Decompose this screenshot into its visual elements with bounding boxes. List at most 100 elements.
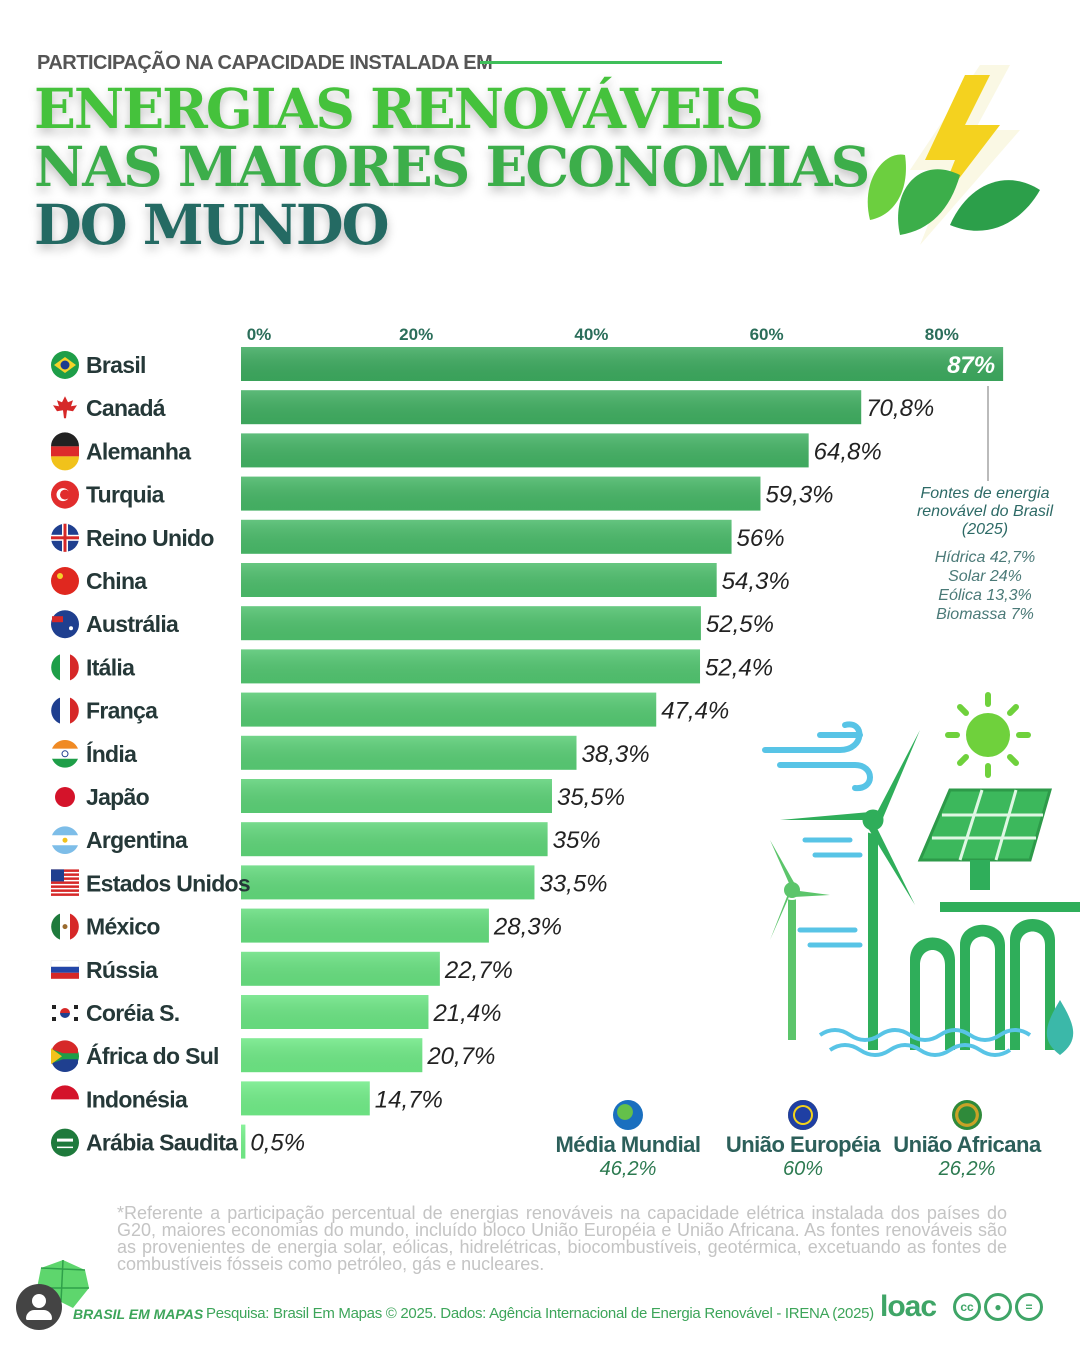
data-label: 64,8% [814, 438, 882, 465]
indonesia-flag-icon [51, 1085, 79, 1100]
data-label: 38,3% [582, 741, 650, 768]
source-item: Eólica 13,3% [938, 587, 1032, 604]
reference-name: União Africana [893, 1132, 1041, 1157]
category-label: Itália [86, 654, 135, 680]
bar-sheen [241, 1038, 423, 1073]
creative-commons-badge: cc ● = [953, 1293, 1043, 1321]
category-label: Estados Unidos [86, 870, 250, 896]
title-line-2: NAS MAIORES ECONOMIAS [34, 134, 870, 199]
bar-sheen [241, 735, 577, 770]
bar-sheen [241, 519, 732, 554]
eu-flag-icon [788, 1100, 818, 1130]
reference-name: Média Mundial [555, 1132, 701, 1157]
category-label: Brasil [86, 352, 146, 378]
category-label: Alemanha [86, 438, 191, 464]
data-label: 54,3% [722, 568, 790, 595]
page-title: ENERGIAS RENOVÁVEIS NAS MAIORES ECONOMIA… [34, 80, 870, 257]
data-label: 28,3% [493, 914, 562, 941]
category-label: Rússia [86, 957, 158, 983]
category-label: Canadá [86, 395, 166, 421]
category-label: Indonésia [86, 1086, 188, 1112]
japan-flag-icon [55, 787, 75, 807]
x-tick-label: 40% [574, 325, 608, 344]
brazil-note-connector [987, 386, 989, 481]
data-label: 20,7% [426, 1043, 495, 1070]
reference-value: 46,2% [599, 1158, 657, 1180]
data-label: 35,5% [557, 784, 625, 811]
bar-sheen [241, 649, 701, 684]
data-label: 59,3% [765, 482, 833, 509]
russia-flag-icon [50, 960, 80, 979]
data-label: 52,4% [705, 654, 773, 681]
data-label: 21,4% [432, 1000, 501, 1027]
brazil-flag-icon [51, 351, 79, 379]
data-label: 70,8% [866, 395, 934, 422]
uk-flag-icon [51, 523, 79, 552]
category-label: Reino Unido [86, 525, 214, 551]
france-flag-icon [51, 697, 79, 724]
bar-sheen [241, 995, 429, 1029]
data-label: 14,7% [375, 1086, 443, 1113]
source-item: Biomassa 7% [936, 606, 1034, 623]
italy-flag-icon [51, 654, 79, 681]
brazil-note-title: Fontes de energia renovável do Brasil (2… [916, 485, 1054, 538]
canada-flag-icon [53, 396, 77, 419]
bar-sheen [241, 951, 440, 986]
bar-sheen [241, 476, 761, 511]
cc-icon: cc [953, 1293, 981, 1321]
south-africa-flag-icon [51, 1040, 79, 1073]
category-label: China [86, 568, 147, 594]
source-item: Solar 24% [948, 568, 1022, 585]
x-tick-label: 20% [399, 325, 433, 344]
usa-flag-icon [51, 869, 79, 896]
category-label: Argentina [86, 827, 188, 853]
data-label: 47,4% [661, 698, 729, 725]
lightning-leaf-icon [867, 65, 1040, 245]
brazil-source-list: Hídrica 42,7% Solar 24% Eólica 13,3% Bio… [905, 548, 1065, 624]
partner-logo: loac [880, 1290, 937, 1323]
turkey-flag-icon [51, 480, 79, 509]
bar-sheen [241, 347, 1004, 381]
category-label: Índia [86, 740, 137, 767]
x-tick-label: 60% [750, 325, 784, 344]
bar-sheen [241, 1124, 246, 1159]
category-label: França [86, 698, 158, 724]
avatar-button[interactable] [16, 1284, 62, 1330]
title-line-3: DO MUNDO [34, 192, 389, 257]
bar-sheen [241, 908, 489, 943]
x-tick-label: 0% [247, 325, 272, 344]
data-label: 52,5% [706, 611, 774, 638]
bar-sheen [241, 779, 552, 813]
globe-icon [613, 1100, 643, 1130]
bar-sheen [241, 563, 717, 597]
category-label: Turquia [86, 482, 165, 508]
category-label: Japão [86, 784, 150, 810]
footnote: *Referente a participação percentual de … [117, 1203, 1007, 1274]
bar-sheen [241, 390, 862, 425]
source-credit: Pesquisa: Brasil Em Mapas © 2025. Dados:… [206, 1305, 874, 1322]
data-label: 56% [737, 525, 785, 552]
avatar-body [26, 1310, 52, 1320]
india-flag-icon [51, 739, 79, 768]
data-label: 35% [553, 827, 601, 854]
bar-sheen [241, 692, 657, 727]
brand-name: BRASIL EM MAPAS [73, 1306, 204, 1322]
bar-sheen [241, 606, 701, 641]
category-label: Coréia S. [86, 1000, 179, 1026]
bar-sheen [241, 1081, 370, 1116]
data-label: 87% [947, 352, 995, 379]
bar-sheen [241, 433, 809, 468]
reference-value: 60% [782, 1158, 824, 1180]
bar-sheen [241, 865, 535, 900]
australia-flag-icon [51, 610, 79, 639]
mexico-flag-icon [51, 913, 79, 940]
category-label: México [86, 914, 160, 940]
kicker-rule [480, 61, 722, 64]
category-label: Arábia Saudita [86, 1130, 238, 1156]
china-flag-icon [51, 567, 79, 595]
category-label: Austrália [86, 611, 179, 637]
attribution-icon: ● [984, 1293, 1012, 1321]
kicker-text: PARTICIPAÇÃO NA CAPACIDADE INSTALADA EM [37, 52, 493, 74]
reference-value: 26,2% [938, 1158, 996, 1180]
